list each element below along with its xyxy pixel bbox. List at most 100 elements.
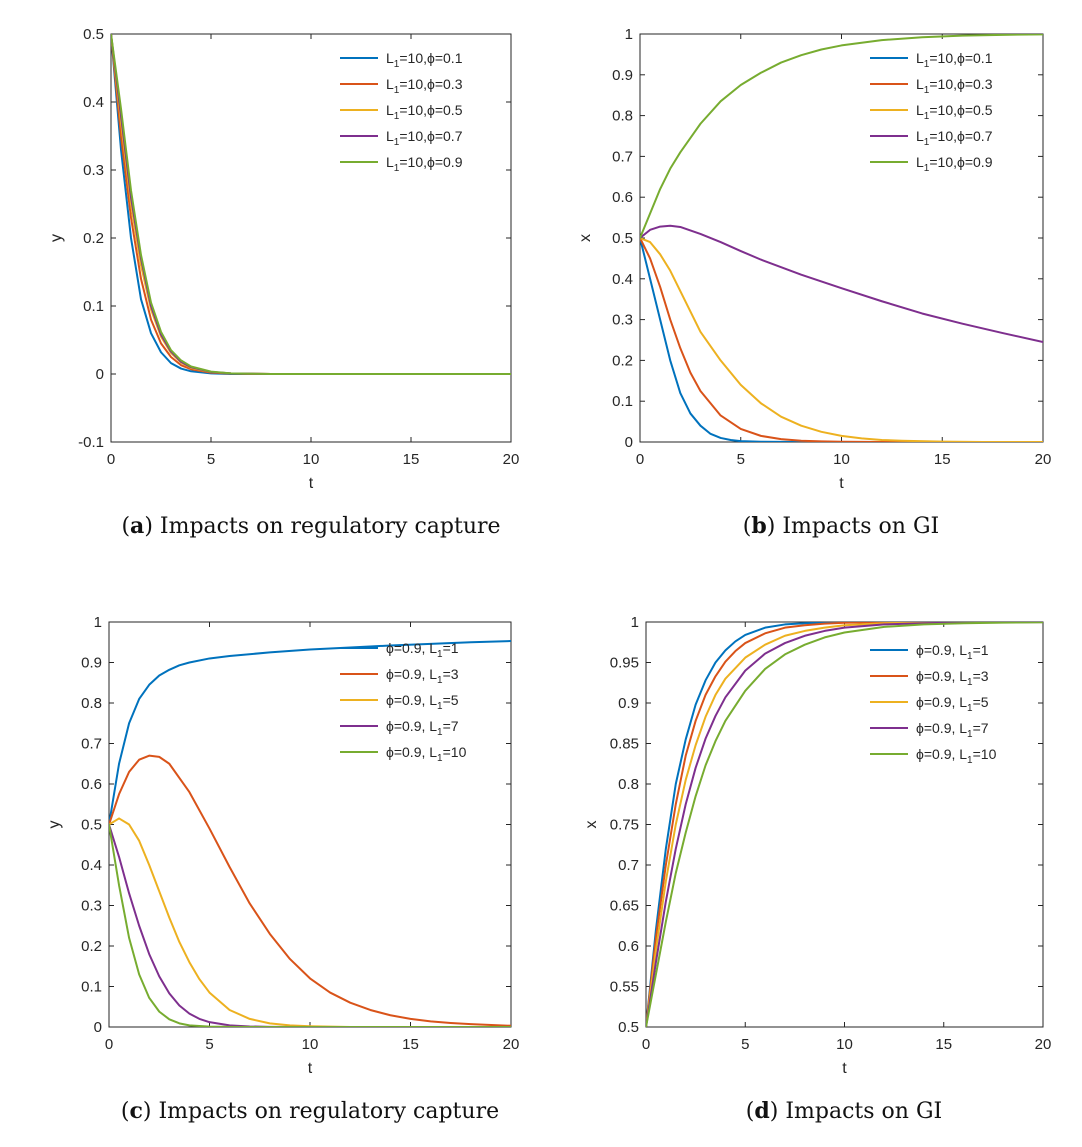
legend-entry: ϕ=0.9, L1=7 [916, 720, 989, 740]
panel-d: 0 5 10 15 20 0.5 0.55 0.6 0.65 0.7 0.75 0.8 0.85 0.9 0… [583, 614, 1051, 1124]
y-axis-label: y [48, 234, 65, 242]
series-line-2 [109, 754, 511, 1027]
axes-box [110, 33, 512, 443]
legend-entry: L1=10,ϕ=0.5 [916, 102, 993, 122]
legend: ϕ=0.9, L1=1 ϕ=0.9, L1=3 ϕ=0.9, L1=5 ϕ=0.9, … [870, 642, 997, 766]
y-axis-label: x [577, 234, 594, 242]
y-axis-label: x [583, 821, 600, 829]
x-tick-label: 10 [302, 1036, 319, 1053]
series-line-5 [640, 34, 1043, 239]
x-tick-label: 0 [636, 451, 644, 468]
y-tick-label: 0.9 [612, 67, 633, 84]
legend-entry: L1=10,ϕ=0.7 [916, 128, 993, 148]
y-tick-label: 0.1 [612, 393, 633, 410]
x-tick-label: 15 [934, 451, 951, 468]
series-line-3 [640, 237, 1043, 442]
y-tick-label: 0.6 [81, 776, 102, 793]
series-line-4 [646, 622, 1043, 1027]
series-line-4 [640, 224, 1043, 344]
y-tick-label: 0.4 [612, 271, 633, 288]
legend-entry: L1=10,ϕ=0.1 [916, 50, 993, 70]
x-tick-label: 20 [503, 451, 520, 468]
y-tick-label: 1 [94, 614, 102, 631]
x-tick-label: 5 [207, 451, 215, 468]
y-tick-label: 0.2 [81, 938, 102, 955]
y-tick-label: 0.7 [618, 857, 639, 874]
x-axis-label: t [309, 475, 314, 492]
y-tick-label: 0.6 [618, 938, 639, 955]
legend: ϕ=0.9, L1=1 ϕ=0.9, L1=3 ϕ=0.9, L1=5 ϕ=0.9, … [340, 640, 467, 764]
x-axis-label: t [308, 1060, 313, 1077]
y-axis-label: y [46, 821, 63, 829]
panel-caption: (d) Impacts on GI [746, 1098, 942, 1124]
y-tick-label: 0 [94, 1019, 102, 1036]
series-group [640, 34, 1043, 442]
legend-entry: L1=10,ϕ=0.1 [386, 50, 463, 70]
y-tick-label: 0 [96, 366, 104, 383]
y-tick-label: 0.3 [612, 312, 633, 329]
y-tick-label: 0.4 [81, 857, 102, 874]
legend-entry: ϕ=0.9, L1=1 [916, 642, 989, 662]
x-tick-label: 5 [741, 1036, 749, 1053]
y-tick-label: 0.1 [83, 298, 104, 315]
x-tick-label: 15 [402, 1036, 419, 1053]
y-tick-label: 0.95 [610, 655, 639, 672]
x-tick-label: 10 [836, 1036, 853, 1053]
y-tick-label: 0.1 [81, 979, 102, 996]
y-tick-label: 0.5 [618, 1019, 639, 1036]
legend: L1=10,ϕ=0.1 L1=10,ϕ=0.3 L1=10,ϕ=0.5 L1=10,ϕ… [870, 50, 993, 174]
legend-entry: ϕ=0.9, L1=5 [916, 694, 989, 714]
x-tick-label: 20 [503, 1036, 520, 1053]
y-tick-label: 1 [631, 614, 639, 631]
series-line-2 [640, 237, 1043, 442]
y-tick-label: 0.8 [612, 108, 633, 125]
legend-entry: L1=10,ϕ=0.5 [386, 102, 463, 122]
x-tick-label: 5 [205, 1036, 213, 1053]
series-line-5 [109, 823, 511, 1027]
y-tick-label: 0.9 [81, 655, 102, 672]
y-tick-label: 0.8 [618, 776, 639, 793]
x-tick-label: 15 [403, 451, 420, 468]
panel-caption: (b) Impacts on GI [743, 513, 939, 539]
panel-b: 0 5 10 15 20 0 0.1 0.2 0.3 0.4 0.5 0.6 0.7 0.8 0.9 1 t x L… [577, 26, 1051, 539]
panel-a: 0 5 10 15 20-0.100.10.20.30.40.5tyL1=10,ϕ=0.… [48, 26, 519, 539]
y-tick-label: 0.2 [83, 230, 104, 247]
series-line-2 [646, 622, 1043, 1027]
y-tick-label: 0.5 [81, 817, 102, 834]
x-tick-label: 15 [935, 1036, 952, 1053]
panel-c: 0 5 10 15 20 0 0.1 0.2 0.3 0.4 0.5 0.6 0.7 0.8 0.9 1 t y ϕ… [46, 614, 519, 1124]
panel-caption: (a) Impacts on regulatory capture [121, 513, 500, 539]
legend-entry: ϕ=0.9, L1=1 [386, 640, 459, 660]
axes-box [108, 621, 512, 1028]
series-group [111, 34, 511, 375]
y-tick-label: 0.2 [612, 352, 633, 369]
legend-entry: ϕ=0.9, L1=10 [916, 746, 997, 766]
y-tick-label: 0.5 [612, 230, 633, 247]
y-tick-label: 0.4 [83, 94, 104, 111]
y-tick-label: 0.8 [81, 695, 102, 712]
legend-entry: L1=10,ϕ=0.9 [916, 154, 993, 174]
x-tick-label: 0 [105, 1036, 113, 1053]
y-tick-label: 0.9 [618, 695, 639, 712]
legend-entry: ϕ=0.9, L1=10 [386, 744, 467, 764]
y-tick-label: 0.65 [610, 898, 639, 915]
y-tick-label: 0.3 [81, 898, 102, 915]
y-tick-label: 0.85 [610, 736, 639, 753]
x-axis-label: t [842, 1060, 847, 1077]
x-tick-label: 5 [737, 451, 745, 468]
x-tick-label: 0 [107, 451, 115, 468]
legend: L1=10,ϕ=0.1 L1=10,ϕ=0.3 L1=10,ϕ=0.5 L1=10,ϕ… [340, 50, 463, 174]
series-line-5 [111, 34, 511, 375]
y-tick-label: 0.7 [81, 736, 102, 753]
axes-box [645, 621, 1044, 1028]
x-axis-label: t [839, 475, 844, 492]
y-tick-label: 0.75 [610, 817, 639, 834]
y-tick-label: 0.6 [612, 189, 633, 206]
legend-entry: L1=10,ϕ=0.9 [386, 154, 463, 174]
x-tick-label: 10 [833, 451, 850, 468]
axes-box [639, 33, 1044, 443]
y-tick-label: 1 [625, 26, 633, 43]
y-tick-label: 0.7 [612, 148, 633, 165]
y-tick-label: 0.3 [83, 162, 104, 179]
